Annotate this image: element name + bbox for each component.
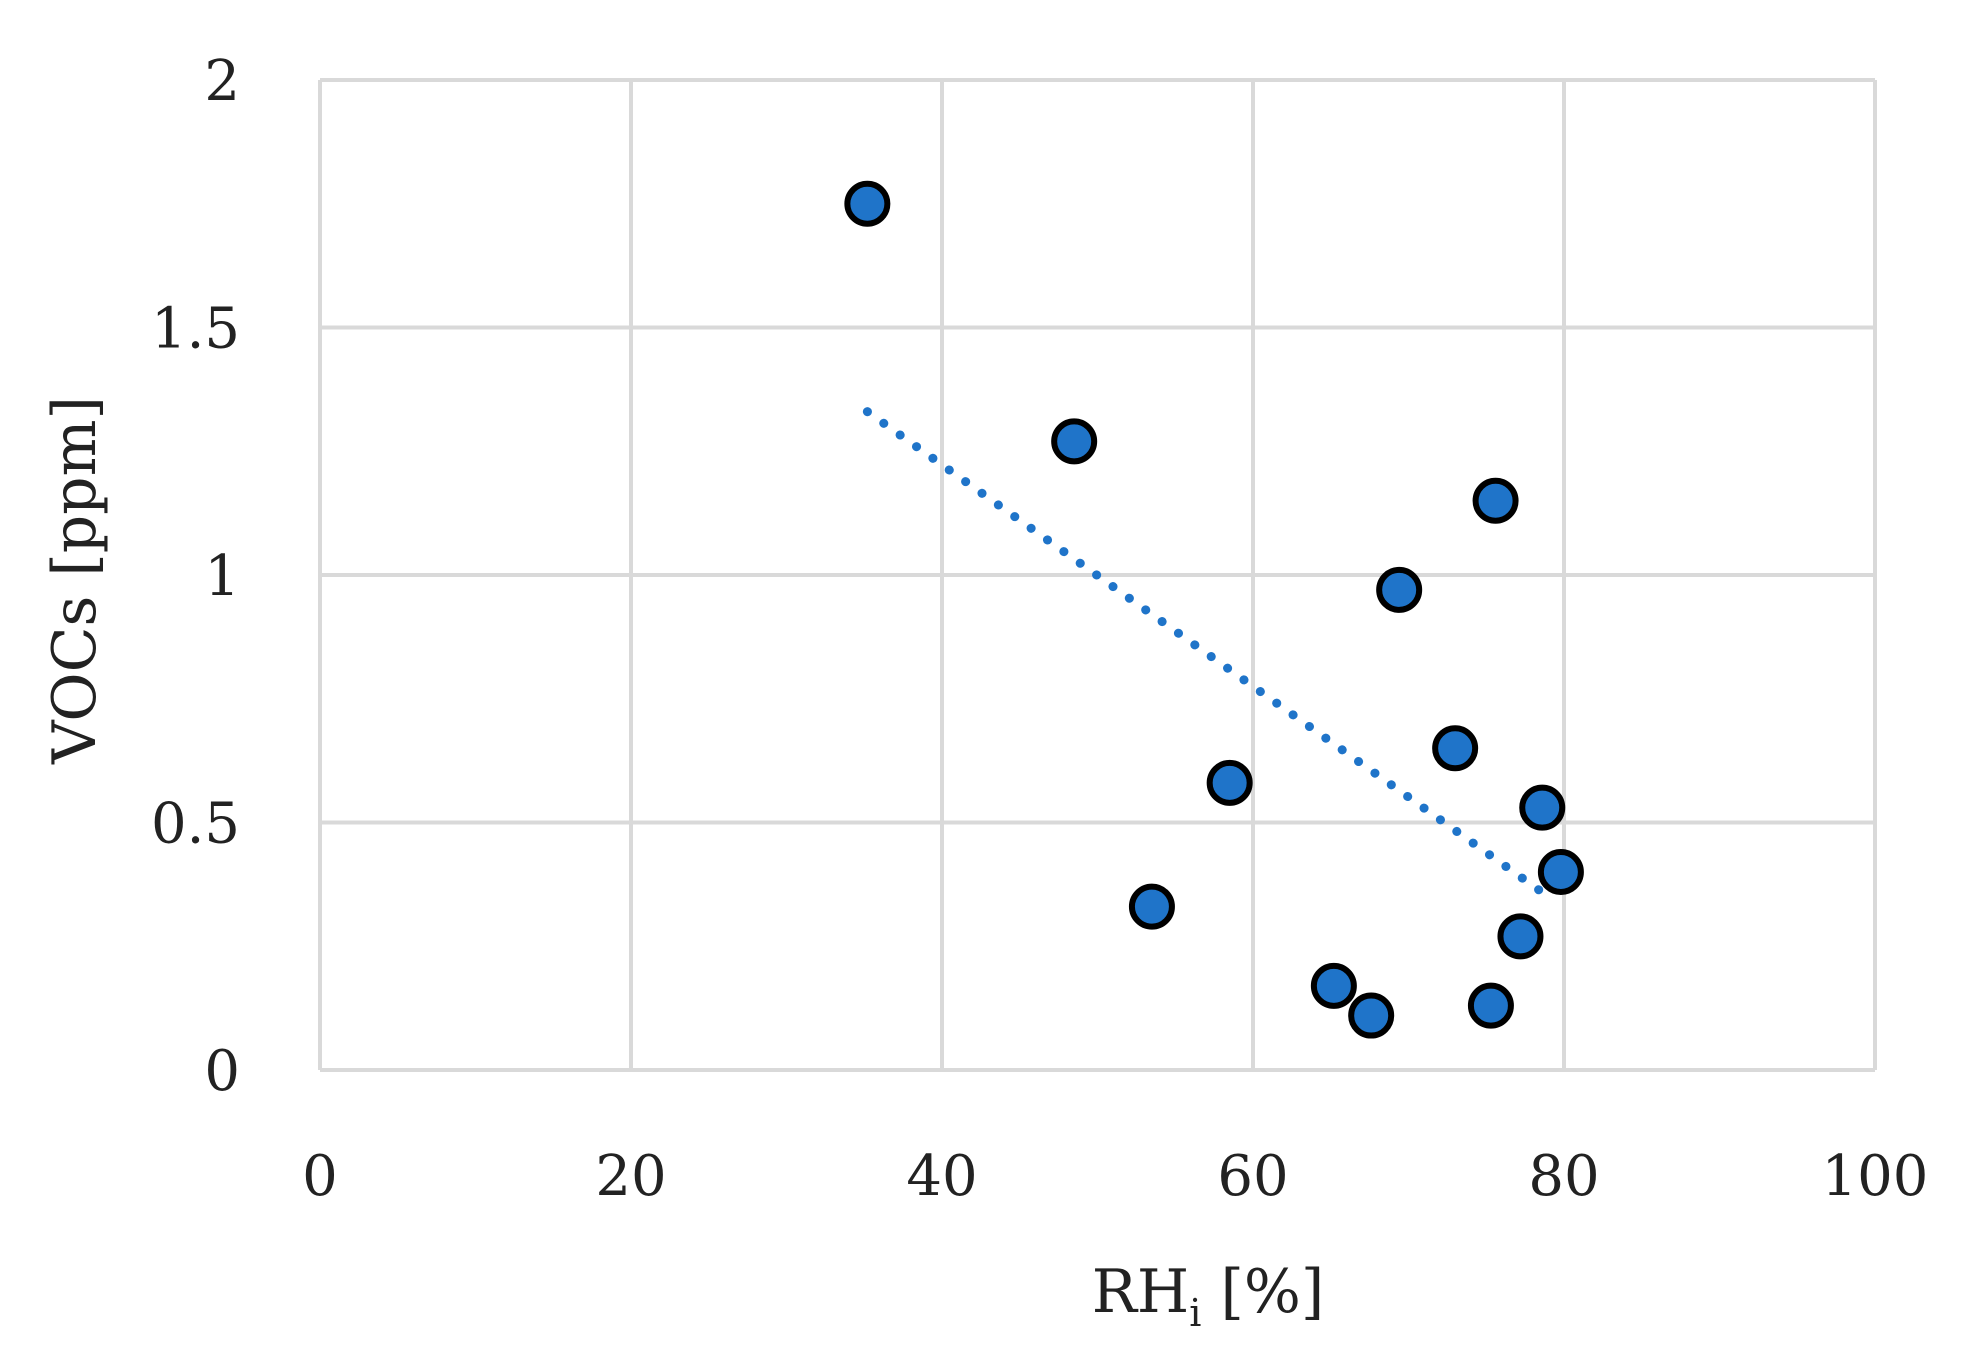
x-tick-label: 20 xyxy=(595,1144,666,1209)
data-point xyxy=(1432,725,1479,772)
data-point xyxy=(1497,913,1544,960)
data-point xyxy=(1206,759,1253,806)
data-point xyxy=(1376,566,1423,613)
data-point xyxy=(1472,477,1519,524)
x-tick-labels: 0 20 40 60 80 100 xyxy=(302,1144,1928,1209)
x-tick-label: 0 xyxy=(302,1144,338,1209)
y-tick-labels: 0 0.5 1 1.5 2 xyxy=(151,49,240,1104)
data-point xyxy=(1348,992,1395,1039)
data-points xyxy=(844,180,1584,1039)
x-axis-title-main: RH xyxy=(1092,1257,1190,1327)
x-tick-label: 80 xyxy=(1528,1144,1599,1209)
data-point xyxy=(1537,849,1584,895)
y-axis-title: VOCs [ppm] xyxy=(40,396,110,765)
x-tick-label: 40 xyxy=(906,1144,977,1209)
data-point xyxy=(1310,962,1357,1009)
trendline-dotted xyxy=(862,407,1553,902)
data-point xyxy=(1519,784,1566,831)
data-point xyxy=(1051,418,1098,465)
data-point xyxy=(1128,883,1175,930)
x-axis-title-subscript: i xyxy=(1189,1291,1201,1335)
x-tick-label: 100 xyxy=(1822,1144,1929,1209)
data-point xyxy=(1467,982,1514,1029)
y-tick-label: 1.5 xyxy=(151,297,240,362)
x-axis-title: RHi [%] xyxy=(1092,1257,1325,1335)
y-tick-label: 1 xyxy=(204,544,240,609)
y-tick-label: 0.5 xyxy=(151,792,240,857)
trendline xyxy=(862,407,1553,902)
y-tick-label: 2 xyxy=(204,49,240,114)
data-point xyxy=(844,180,891,227)
x-axis-title-unit: [%] xyxy=(1201,1257,1324,1327)
x-tick-label: 60 xyxy=(1217,1144,1288,1209)
y-tick-label: 0 xyxy=(204,1039,240,1104)
